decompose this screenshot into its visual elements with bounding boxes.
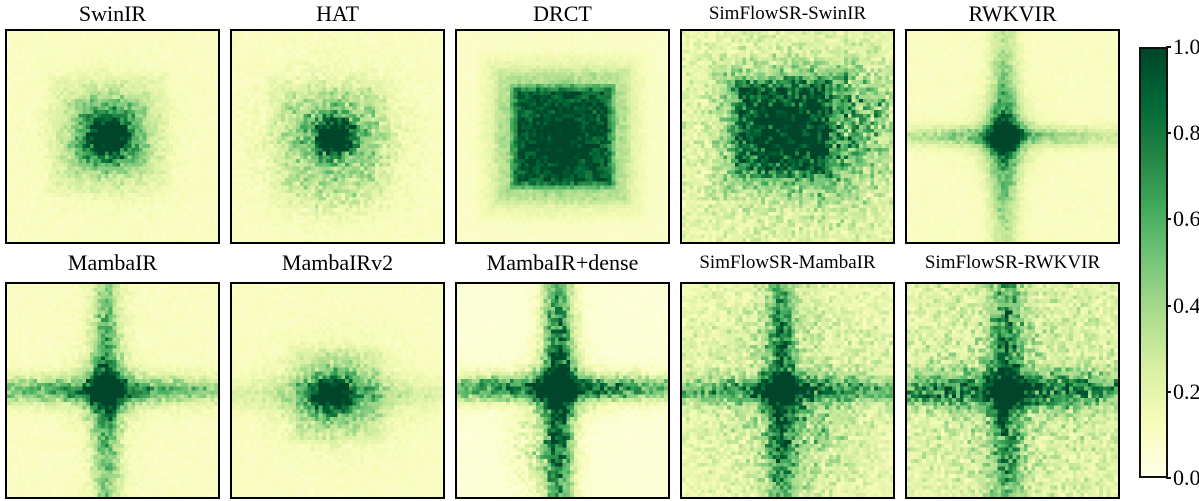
heatmap-canvas (457, 284, 668, 497)
heatmap-panel (680, 282, 895, 499)
heatmap-canvas (232, 284, 443, 497)
heatmap-panel (5, 282, 220, 499)
heatmap-canvas (682, 284, 893, 497)
heatmap-panel (455, 29, 670, 244)
heatmap-canvas (7, 31, 218, 242)
colorbar-tick-mark (1166, 46, 1171, 48)
colorbar-tick-label: 0.8 (1173, 120, 1199, 146)
heatmap-canvas (907, 31, 1118, 242)
heatmap-canvas (907, 284, 1118, 497)
heatmap-panel (680, 29, 895, 244)
colorbar-tick-label: 0.4 (1173, 292, 1199, 318)
heatmap-canvas (232, 31, 443, 242)
colorbar (1139, 47, 1168, 478)
colorbar-tick-label: 0.0 (1173, 465, 1199, 490)
heatmap-canvas (682, 31, 893, 242)
colorbar-tick-mark (1166, 390, 1171, 393)
panel-title: SimFlowSR-RWKVIR (924, 252, 1101, 273)
colorbar-tick-mark (1166, 304, 1171, 307)
colorbar-tick-label: 1.0 (1173, 34, 1199, 59)
panel-title: MambaIR (67, 250, 158, 275)
colorbar-tick-mark (1166, 477, 1171, 479)
colorbar-tick-mark (1166, 132, 1171, 135)
panel-title: MambaIR+dense (486, 250, 639, 275)
heatmap-panel (905, 29, 1120, 244)
panel-title: SimFlowSR-MambaIR (699, 252, 876, 273)
heatmap-panel (230, 282, 445, 499)
colorbar-tick-label: 0.2 (1173, 378, 1199, 404)
heatmap-panel (5, 29, 220, 244)
panel-title: SwinIR (78, 1, 147, 26)
heatmap-canvas (7, 284, 218, 497)
panel-title: HAT (316, 1, 359, 26)
heatmap-panel (905, 282, 1120, 499)
colorbar-tick-label: 0.6 (1173, 206, 1199, 232)
colorbar-tick-mark (1166, 218, 1171, 221)
panel-title: SimFlowSR-SwinIR (708, 3, 867, 24)
heatmap-panel (230, 29, 445, 244)
panel-title: RWKVIR (968, 1, 1057, 26)
panel-title: DRCT (533, 1, 592, 26)
panel-title: MambaIRv2 (281, 250, 394, 275)
heatmap-panel (455, 282, 670, 499)
heatmap-canvas (457, 31, 668, 242)
